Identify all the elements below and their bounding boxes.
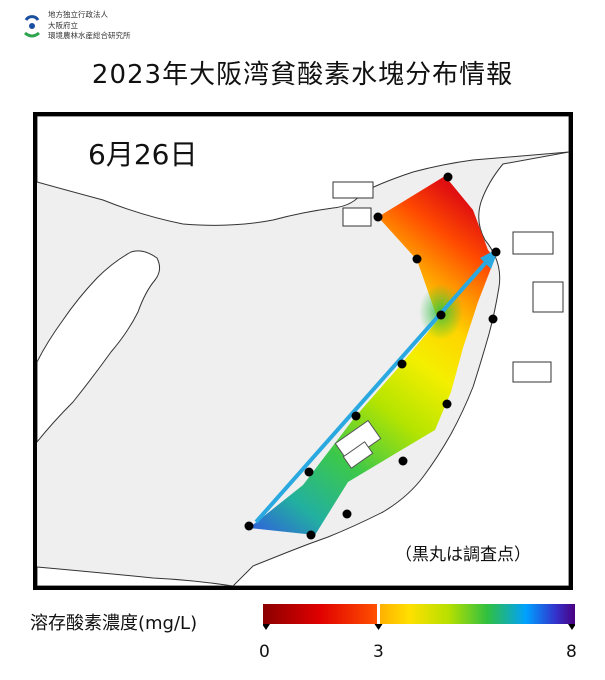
page-title: 2023年大阪湾貧酸素水塊分布情報 bbox=[91, 60, 514, 90]
station-14 bbox=[306, 530, 316, 540]
institute-logo: 地方独立行政法人 大阪府立 環境農林水産総合研究所 bbox=[22, 10, 162, 46]
institute-name-line-3: 環境農林水産総合研究所 bbox=[48, 31, 131, 40]
station-2 bbox=[373, 212, 383, 222]
do-color-scale-divider bbox=[377, 604, 380, 624]
reclaimed-island-6 bbox=[512, 361, 552, 383]
tick-marker-0 bbox=[263, 624, 270, 630]
tick-label-3: 3 bbox=[373, 642, 384, 662]
land-south-coast bbox=[37, 566, 234, 586]
do-color-scale-high bbox=[380, 604, 575, 624]
station-10 bbox=[398, 456, 408, 466]
station-9 bbox=[351, 411, 361, 421]
station-5 bbox=[436, 310, 446, 320]
institute-name: 地方独立行政法人 大阪府立 環境農林水産総合研究所 bbox=[48, 10, 131, 42]
reclaimed-island-2 bbox=[342, 207, 372, 227]
tick-marker-8 bbox=[568, 624, 575, 630]
land-kobe-coast bbox=[37, 116, 569, 226]
station-12 bbox=[342, 509, 352, 519]
station-4 bbox=[491, 247, 501, 257]
do-color-scale-low bbox=[263, 604, 377, 624]
station-1 bbox=[443, 172, 453, 182]
tick-marker-3 bbox=[374, 624, 383, 630]
osaka-bay-map bbox=[33, 112, 573, 590]
reclaimed-island-1 bbox=[332, 181, 374, 199]
reclaimed-island-5 bbox=[532, 281, 564, 313]
reclaimed-island-4 bbox=[512, 231, 554, 255]
kansai-airport-2 bbox=[342, 441, 374, 469]
land-awaji-island bbox=[37, 250, 161, 443]
land-osaka-coast bbox=[232, 151, 569, 586]
station-13 bbox=[244, 521, 254, 531]
station-11 bbox=[304, 467, 314, 477]
station-8 bbox=[442, 399, 452, 409]
station-3 bbox=[412, 254, 422, 264]
station-7 bbox=[397, 359, 407, 369]
survey-direction-arrow bbox=[254, 258, 490, 524]
station-6 bbox=[488, 314, 498, 324]
tick-label-8: 8 bbox=[566, 642, 577, 662]
station-legend-note: （黒丸は調査点） bbox=[395, 545, 531, 565]
legend-title: 溶存酸素濃度(mg/L) bbox=[30, 613, 198, 634]
survey-date: 6月26日 bbox=[88, 138, 198, 171]
do-concentration-area bbox=[249, 176, 495, 535]
institute-name-line-2: 大阪府立 bbox=[48, 20, 78, 30]
institute-logo-icon bbox=[24, 15, 40, 38]
do-color-scale bbox=[263, 604, 575, 630]
institute-name-line-1: 地方独立行政法人 bbox=[48, 10, 108, 19]
tick-label-0: 0 bbox=[259, 642, 270, 662]
